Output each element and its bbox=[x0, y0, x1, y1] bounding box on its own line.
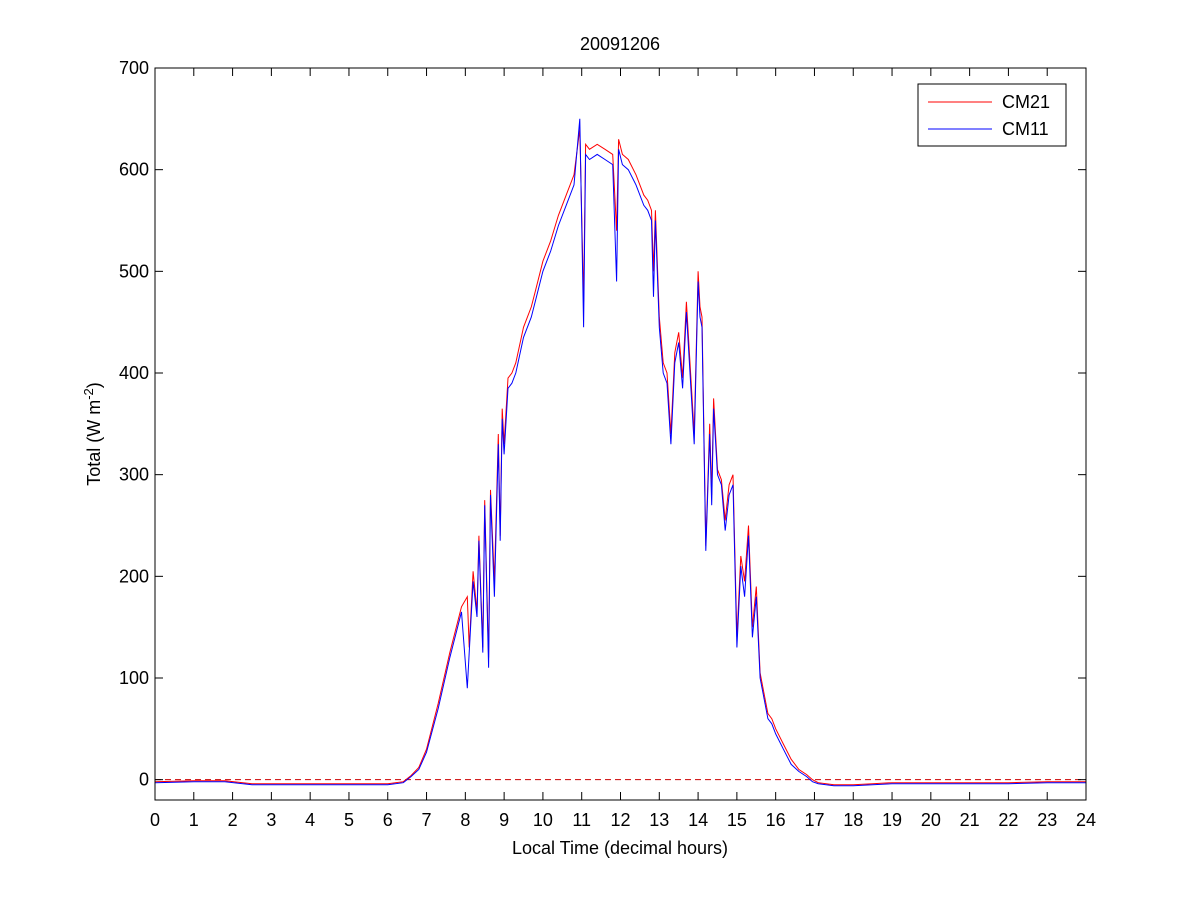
y-tick-label: 200 bbox=[119, 566, 149, 586]
x-tick-label: 2 bbox=[228, 810, 238, 830]
axis-ticks: 0 1 2 3 4 5 6 7 8 9 10 11 12 13 14 15 16 17 18 19 20 21 22 23 24… bbox=[119, 58, 1096, 830]
y-tick-label: 300 bbox=[119, 465, 149, 485]
chart-title: 20091206 bbox=[580, 34, 660, 54]
series-line-cm21 bbox=[154, 128, 1086, 786]
x-tick-label: 14 bbox=[688, 810, 708, 830]
x-tick-label: 17 bbox=[804, 810, 824, 830]
y-axis-label-superscript: -2 bbox=[81, 388, 96, 400]
x-tick-label: 3 bbox=[266, 810, 276, 830]
x-axis-label: Local Time (decimal hours) bbox=[512, 838, 728, 858]
x-tick-label: 24 bbox=[1076, 810, 1096, 830]
y-axis-label-suffix: ) bbox=[84, 382, 104, 388]
x-tick-label: 11 bbox=[572, 810, 591, 830]
legend-box bbox=[917, 83, 1067, 147]
y-axis-label: Total (W m-2) bbox=[81, 382, 104, 486]
x-tick-label: 4 bbox=[305, 810, 315, 830]
y-tick-label: 500 bbox=[119, 261, 149, 281]
x-tick-label: 8 bbox=[460, 810, 470, 830]
x-tick-label: 13 bbox=[649, 810, 669, 830]
plot-frame bbox=[154, 67, 1087, 801]
x-tick-label: 21 bbox=[960, 810, 980, 830]
plot-area bbox=[154, 118, 1086, 787]
x-tick-label: 18 bbox=[843, 810, 863, 830]
x-tick-label: 5 bbox=[344, 810, 354, 830]
x-tick-label: 15 bbox=[727, 810, 747, 830]
y-axis-label-prefix: Total (W m bbox=[84, 400, 104, 486]
x-tick-label: 22 bbox=[998, 810, 1018, 830]
x-tick-label: 10 bbox=[533, 810, 553, 830]
x-tick-label: 16 bbox=[766, 810, 786, 830]
y-tick-label: 700 bbox=[119, 58, 149, 78]
x-tick-label: 7 bbox=[422, 810, 432, 830]
x-tick-label: 20 bbox=[921, 810, 941, 830]
legend-label-cm21: CM21 bbox=[1002, 92, 1050, 112]
legend: CM21 CM11 bbox=[917, 83, 1067, 147]
x-tick-label: 23 bbox=[1037, 810, 1057, 830]
y-tick-label: 100 bbox=[119, 668, 149, 688]
x-tick-label: 9 bbox=[499, 810, 509, 830]
legend-label-cm11: CM11 bbox=[1002, 119, 1049, 139]
x-tick-label: 19 bbox=[882, 810, 902, 830]
x-tick-label: 1 bbox=[189, 810, 199, 830]
y-tick-label: 0 bbox=[139, 770, 149, 790]
y-tick-label: 400 bbox=[119, 363, 149, 383]
y-tick-label: 600 bbox=[119, 160, 149, 180]
series-line-cm11 bbox=[154, 118, 1086, 787]
x-tick-label: 6 bbox=[383, 810, 393, 830]
x-tick-label: 12 bbox=[610, 810, 630, 830]
x-tick-label: 0 bbox=[150, 810, 160, 830]
